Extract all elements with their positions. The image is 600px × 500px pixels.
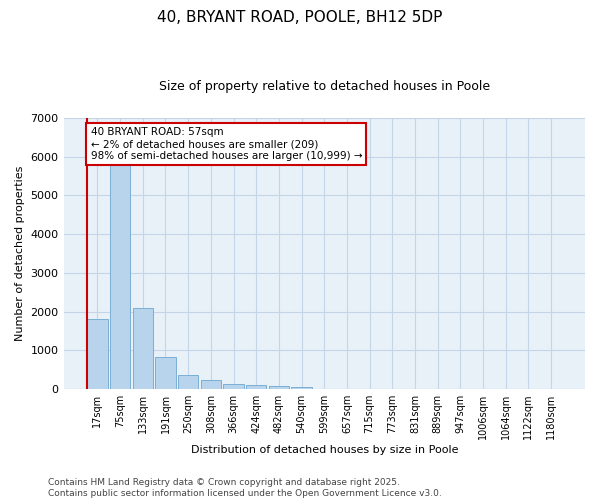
- Title: Size of property relative to detached houses in Poole: Size of property relative to detached ho…: [159, 80, 490, 93]
- Text: 40, BRYANT ROAD, POOLE, BH12 5DP: 40, BRYANT ROAD, POOLE, BH12 5DP: [157, 10, 443, 25]
- Bar: [155, 358, 176, 389]
- Text: Contains HM Land Registry data © Crown copyright and database right 2025.
Contai: Contains HM Land Registry data © Crown c…: [48, 478, 442, 498]
- Bar: [110, 164, 130, 389]
- Bar: [223, 384, 244, 389]
- Text: 40 BRYANT ROAD: 57sqm
← 2% of detached houses are smaller (209)
98% of semi-deta: 40 BRYANT ROAD: 57sqm ← 2% of detached h…: [91, 128, 362, 160]
- Bar: [246, 385, 266, 389]
- Bar: [178, 375, 199, 389]
- X-axis label: Distribution of detached houses by size in Poole: Distribution of detached houses by size …: [191, 445, 458, 455]
- Bar: [269, 386, 289, 389]
- Y-axis label: Number of detached properties: Number of detached properties: [15, 166, 25, 341]
- Bar: [200, 380, 221, 389]
- Bar: [133, 308, 153, 389]
- Bar: [292, 387, 312, 389]
- Bar: [87, 320, 107, 389]
